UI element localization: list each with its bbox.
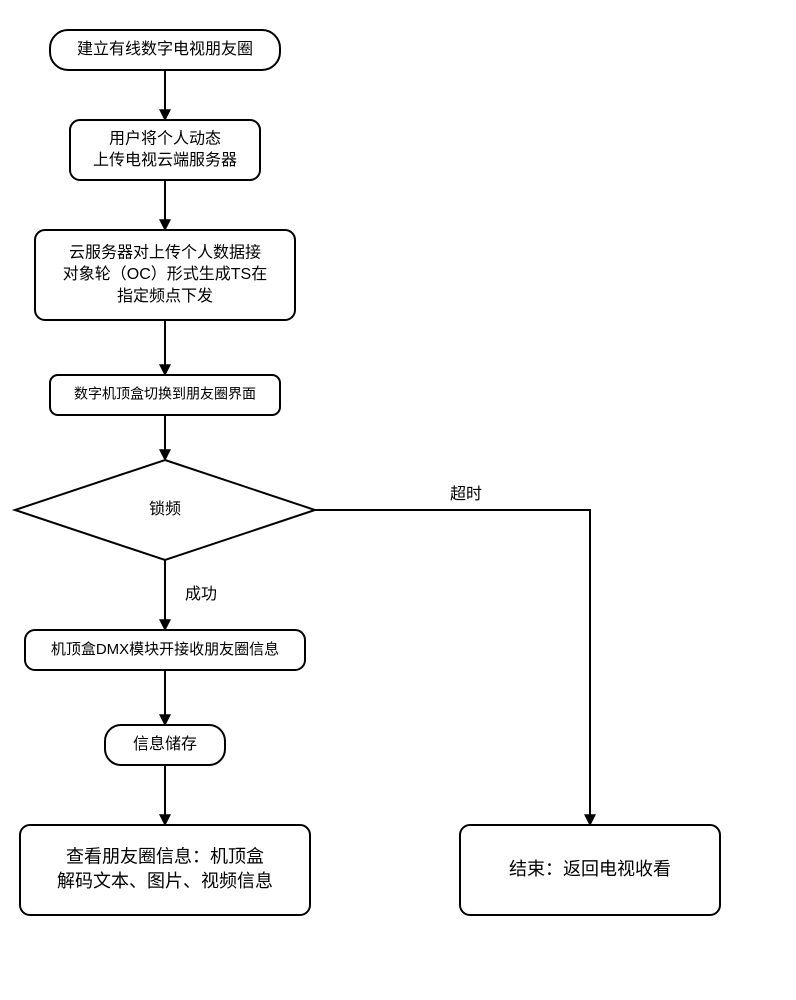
node-text: 用户将个人动态 <box>109 129 221 147</box>
edge <box>315 510 590 825</box>
node-text: 查看朋友圈信息：机顶盒 <box>66 847 264 867</box>
edge-label: 超时 <box>450 485 482 503</box>
node-text: 上传电视云端服务器 <box>93 151 237 169</box>
node-text: 指定频点下发 <box>117 287 213 305</box>
node-text: 数字机顶盒切换到朋友圈界面 <box>74 386 256 402</box>
node-shape <box>70 120 260 180</box>
node-n9: 结束：返回电视收看 <box>460 825 720 915</box>
node-n8: 查看朋友圈信息：机顶盒解码文本、图片、视频信息 <box>20 825 310 915</box>
node-n2: 用户将个人动态上传电视云端服务器 <box>70 120 260 180</box>
node-n3: 云服务器对上传个人数据接对象轮（OC）形式生成TS在指定频点下发 <box>35 230 295 320</box>
node-text: 建立有线数字电视朋友圈 <box>77 40 253 58</box>
node-n1: 建立有线数字电视朋友圈 <box>50 30 280 70</box>
node-n7: 信息储存 <box>105 725 225 765</box>
node-n4: 数字机顶盒切换到朋友圈界面 <box>50 375 280 415</box>
node-n5: 锁频 <box>15 460 315 560</box>
node-text: 解码文本、图片、视频信息 <box>57 871 273 891</box>
node-text: 结束：返回电视收看 <box>509 859 671 879</box>
node-text: 信息储存 <box>133 735 197 753</box>
node-text: 对象轮（OC）形式生成TS在 <box>63 265 267 283</box>
edge-label: 成功 <box>185 585 217 603</box>
node-text: 云服务器对上传个人数据接 <box>69 244 261 262</box>
node-n6: 机顶盒DMX模块开接收朋友圈信息 <box>25 630 305 670</box>
flowchart-diagram: 成功超时建立有线数字电视朋友圈用户将个人动态上传电视云端服务器云服务器对上传个人… <box>0 0 796 1000</box>
node-text: 锁频 <box>149 500 181 518</box>
node-text: 机顶盒DMX模块开接收朋友圈信息 <box>51 641 279 658</box>
